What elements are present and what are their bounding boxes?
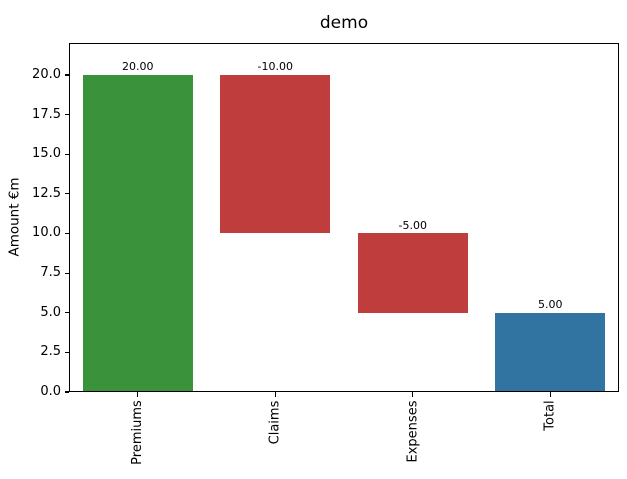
y-tick-mark [64,351,69,353]
y-tick-mark [64,74,69,76]
bar-value-label: -10.00 [257,60,293,74]
y-tick-mark [64,232,69,235]
x-tick-mark [274,392,276,397]
y-tick-mark [64,391,69,393]
y-tick-label: 0.0 [40,384,61,399]
y-tick-mark [64,193,69,195]
y-tick-mark [64,114,69,116]
y-tick-label: 12.5 [32,185,61,201]
x-tick-label: Total [542,399,558,431]
y-tick-label: 7.5 [40,265,61,281]
x-tick-label: Premiums [130,400,146,465]
x-tick-mark [549,392,551,397]
x-tick-label: Expenses [405,400,421,462]
bar-value-label: -5.00 [398,218,427,232]
y-tick-label: 20.0 [32,66,61,82]
bar-expenses [357,233,468,313]
y-tick-label: 15.0 [32,146,61,162]
chart-title: demo [319,13,369,33]
bar-premiums [82,74,193,392]
y-tick-label: 10.0 [32,225,61,241]
y-tick-label: 5.0 [40,304,61,320]
x-tick-mark [137,392,139,397]
bar-value-label: 5.00 [538,298,563,312]
bar-claims [220,74,331,234]
y-tick-label: 2.5 [40,344,61,360]
y-tick-mark [64,153,69,155]
y-tick-mark [64,312,69,314]
y-tick-mark [64,272,69,274]
x-tick-label: Claims [267,400,283,444]
x-tick-mark [412,392,414,397]
bar-value-label: 20.00 [122,60,154,74]
y-tick-label: 17.5 [32,106,61,122]
bar-total [495,312,606,392]
